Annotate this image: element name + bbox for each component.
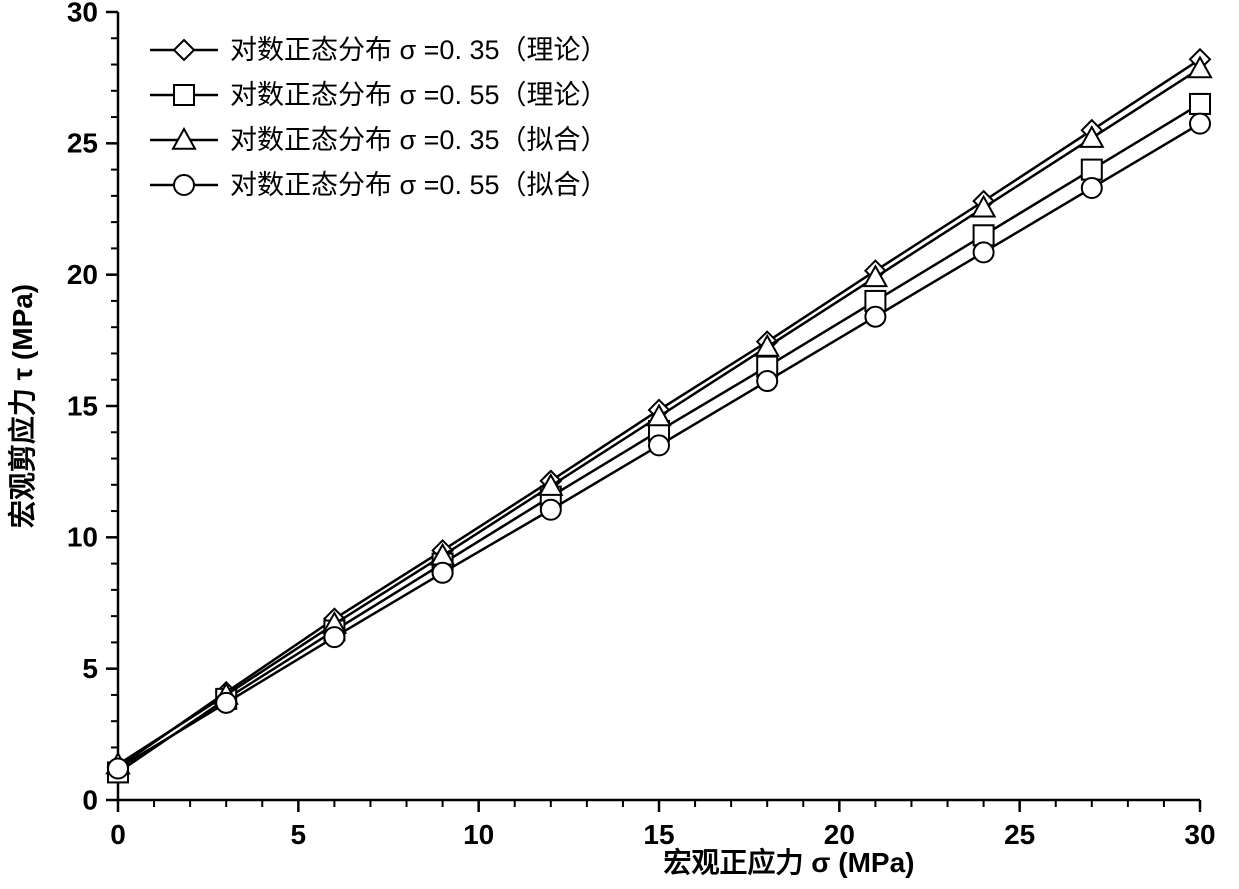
- legend-label: 对数正态分布 σ =0. 35（理论）: [230, 35, 608, 65]
- x-tick-label: 15: [643, 819, 674, 850]
- x-axis-label: 宏观正应力 σ (MPa): [664, 846, 915, 878]
- y-tick-label: 5: [82, 653, 98, 684]
- y-tick-label: 30: [67, 0, 98, 27]
- x-tick-label: 25: [1004, 819, 1035, 850]
- y-axis-label: 宏观剪应力 τ (MPa): [6, 284, 38, 528]
- y-tick-label: 20: [67, 259, 98, 290]
- x-tick-label: 10: [463, 819, 494, 850]
- legend-label: 对数正态分布 σ =0. 55（理论）: [230, 80, 608, 110]
- line-chart: 0 5 10 15 20 25 30 0 5 10 15 20 25 30 宏观正应力 σ (MPa) 宏观剪…: [0, 0, 1239, 889]
- legend-label: 对数正态分布 σ =0. 35（拟合）: [230, 125, 608, 155]
- x-tick-label: 0: [110, 819, 126, 850]
- y-tick-label: 0: [82, 784, 98, 815]
- legend-label: 对数正态分布 σ =0. 55（拟合）: [230, 170, 608, 200]
- x-tick-label: 20: [824, 819, 855, 850]
- y-tick-label: 25: [67, 128, 98, 159]
- y-tick-label: 15: [67, 390, 98, 421]
- x-tick-label: 5: [291, 819, 307, 850]
- x-tick-label: 30: [1184, 819, 1215, 850]
- y-tick-label: 10: [67, 522, 98, 553]
- chart-container: 0 5 10 15 20 25 30 0 5 10 15 20 25 30 宏观正应力 σ (MPa) 宏观剪…: [0, 0, 1239, 889]
